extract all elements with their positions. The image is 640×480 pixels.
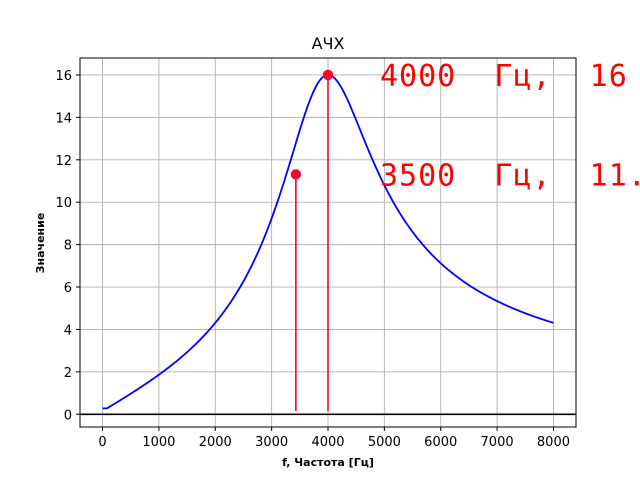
y-tick-label: 16	[55, 69, 72, 84]
y-tick-label: 2	[64, 366, 72, 381]
x-tick-label: 8000	[537, 435, 570, 450]
marker-point	[322, 69, 334, 81]
markers	[290, 69, 334, 180]
x-tick-label: 7000	[481, 435, 514, 450]
y-axis-label: Значение	[34, 213, 47, 274]
x-tick-label: 2000	[199, 435, 232, 450]
y-tick-label: 8	[64, 239, 72, 254]
x-tick-label: 5000	[368, 435, 401, 450]
annotations: 3500 Гц, 11.312 4000 Гц, 16	[380, 59, 640, 193]
x-axis-label: f, Частота [Гц]	[282, 456, 374, 469]
x-tick-label: 1000	[142, 435, 175, 450]
y-tick-label: 10	[55, 196, 72, 211]
x-tick-label: 4000	[311, 435, 344, 450]
y-tick-label: 14	[55, 111, 72, 126]
x-tick-label: 0	[98, 435, 106, 450]
y-tick-label: 4	[64, 323, 72, 338]
marker-point	[290, 169, 302, 180]
y-tick-label: 0	[64, 408, 72, 423]
y-tick-label: 12	[55, 154, 72, 169]
x-tick-label: 6000	[424, 435, 457, 450]
marker-annotation: 4000 Гц, 16	[380, 59, 628, 94]
chart-title: АЧХ	[312, 34, 345, 53]
axis-ticks: 0 1000 2000 3000 4000 5000 6000 7000 8000 0 2 4 6 8 10…	[55, 69, 570, 450]
x-tick-label: 3000	[255, 435, 288, 450]
marker-stems	[295, 74, 329, 411]
y-tick-label: 6	[64, 281, 72, 296]
marker-annotation: 3500 Гц, 11.312	[380, 158, 640, 193]
